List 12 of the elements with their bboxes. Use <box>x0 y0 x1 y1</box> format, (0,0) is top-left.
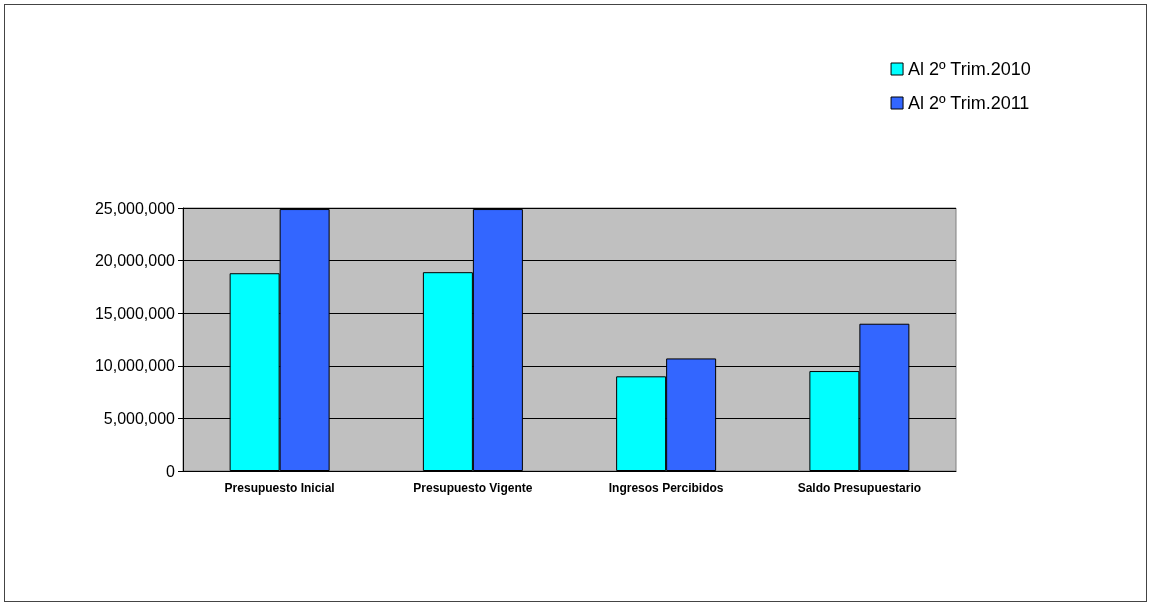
y-tick-label: 15,000,000 <box>94 304 176 322</box>
x-tick-label: Ingresos Percibidos <box>608 481 724 495</box>
legend-label: Al 2º Trim.2010 <box>908 59 1031 79</box>
y-tick-label: 25,000,000 <box>94 199 176 217</box>
y-tick-label: 10,000,000 <box>94 357 176 375</box>
x-tick-label: Saldo Presupuestario <box>797 481 922 495</box>
legend-label: Al 2º Trim.2011 <box>908 93 1030 113</box>
y-tick-label: 0 <box>166 462 176 480</box>
x-tick-label: Presupuesto Vigente <box>413 481 533 495</box>
x-tick-label: Presupuesto Inicial <box>224 481 335 495</box>
y-tick-label: 5,000,000 <box>103 409 176 427</box>
y-tick-label: 20,000,000 <box>94 252 176 270</box>
